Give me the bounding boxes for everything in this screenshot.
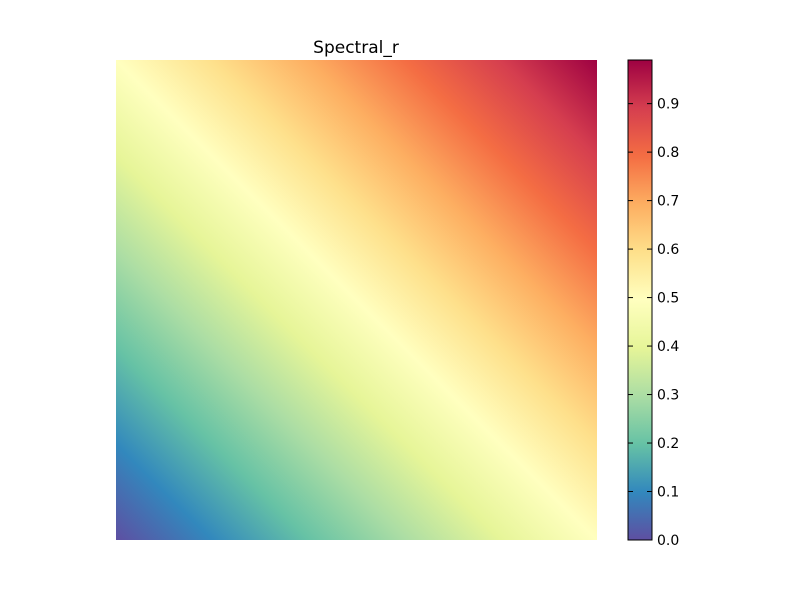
colorbar-tick-label: 0.8 (657, 145, 679, 161)
colorbar-tick-label: 0.1 (657, 485, 679, 501)
colorbar (627, 59, 653, 541)
heatmap-image (116, 60, 597, 540)
colorbar-ticks: 0.0 0.1 0.2 0.3 0.4 0.5 0.6 0.7 0.8 0.9 (628, 97, 679, 549)
colorbar-tick-label: 0.7 (657, 194, 679, 210)
colorbar-tick-label: 0.3 (657, 388, 679, 404)
colorbar-tick-label: 0.6 (657, 242, 679, 258)
colorbar-tick-label: 0.0 (657, 533, 679, 549)
colorbar-tick-label: 0.4 (657, 339, 679, 355)
colorbar-tick-label: 0.9 (657, 97, 679, 113)
colorbar-tick-label: 0.2 (657, 436, 679, 452)
colorbar-tick-label: 0.5 (657, 291, 679, 307)
chart-title: Spectral_r (313, 38, 399, 58)
